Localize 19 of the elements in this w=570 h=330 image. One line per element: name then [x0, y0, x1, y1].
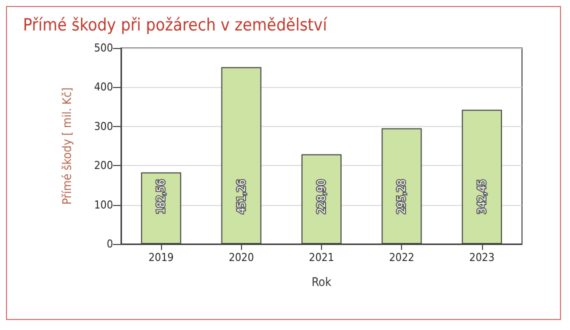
x-tick-label: 2023 [469, 251, 494, 264]
y-axis-title: Přímé škody [ mil. Kč] [60, 87, 74, 205]
y-tick-label: 500 [94, 42, 113, 54]
data-label: 228,90 [315, 179, 328, 214]
data-label: 451,26 [234, 179, 248, 214]
x-tick-label: 2019 [148, 251, 174, 264]
y-tick-label: 300 [94, 120, 113, 133]
x-axis-title: Rok [312, 275, 332, 289]
y-tick-label: 400 [94, 80, 113, 94]
data-label: 295,28 [395, 179, 408, 214]
y-tick-label: 200 [94, 159, 113, 172]
data-label: 342,45 [475, 179, 488, 214]
x-tick-label: 2022 [389, 251, 414, 264]
chart-title: Přímé škody při požárech v zemědělství [23, 16, 328, 36]
y-tick-label: 0 [106, 238, 113, 250]
x-tick-label: 2020 [228, 251, 254, 264]
x-tick-label: 2021 [308, 251, 334, 264]
data-label: 182,56 [154, 179, 168, 214]
y-tick-label: 100 [94, 198, 113, 212]
